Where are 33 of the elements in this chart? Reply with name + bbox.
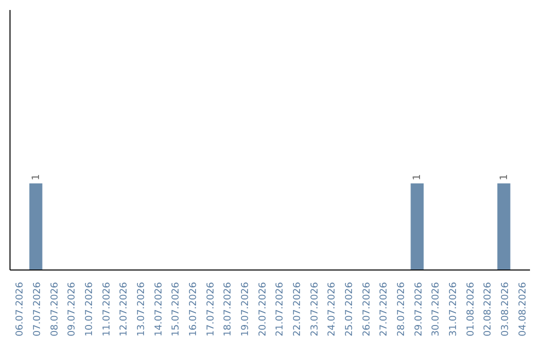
x-tick-label: 23.07.2026: [309, 282, 320, 336]
x-tick-label: 07.07.2026: [32, 282, 43, 336]
x-tick-label: 01.08.2026: [465, 282, 476, 336]
x-tick-label: 21.07.2026: [274, 282, 286, 336]
x-tick-label: 14.07.2026: [153, 282, 164, 336]
x-tick-label: 26.07.2026: [361, 282, 372, 336]
x-tick-label: 19.07.2026: [240, 282, 251, 336]
x-tick-label: 11.07.2026: [101, 282, 112, 336]
data-label: 1: [30, 174, 42, 180]
x-tick-label: 31.07.2026: [448, 282, 459, 336]
x-tick-label: 08.07.2026: [49, 282, 60, 336]
x-tick-label: 24.07.2026: [326, 282, 338, 336]
data-label: 1: [498, 174, 510, 180]
x-tick-label: 28.07.2026: [396, 282, 407, 336]
x-tick-label: 09.07.2026: [66, 282, 78, 336]
x-tick-label: 27.07.2026: [378, 282, 390, 336]
x-tick-label: 02.08.2026: [482, 282, 494, 336]
x-tick-label: 18.07.2026: [222, 282, 234, 336]
x-tick-label: 04.08.2026: [517, 282, 528, 336]
x-tick-label: 06.07.2026: [14, 282, 26, 336]
data-label: 1: [412, 174, 424, 180]
x-tick-label: 30.07.2026: [430, 282, 442, 336]
x-tick-label: 15.07.2026: [170, 282, 182, 336]
x-tick-label: 25.07.2026: [344, 282, 355, 336]
x-tick-label: 03.08.2026: [500, 282, 511, 336]
x-tick-label: 17.07.2026: [205, 282, 216, 336]
x-tick-label: 22.07.2026: [292, 282, 303, 336]
x-tick-label: 12.07.2026: [118, 282, 130, 336]
x-tick-label: 16.07.2026: [188, 282, 199, 336]
x-tick-label: 10.07.2026: [84, 282, 95, 336]
x-tick-label: 29.07.2026: [413, 282, 424, 336]
x-tick-label: 20.07.2026: [257, 282, 268, 336]
x-tick-label: 13.07.2026: [136, 282, 147, 336]
